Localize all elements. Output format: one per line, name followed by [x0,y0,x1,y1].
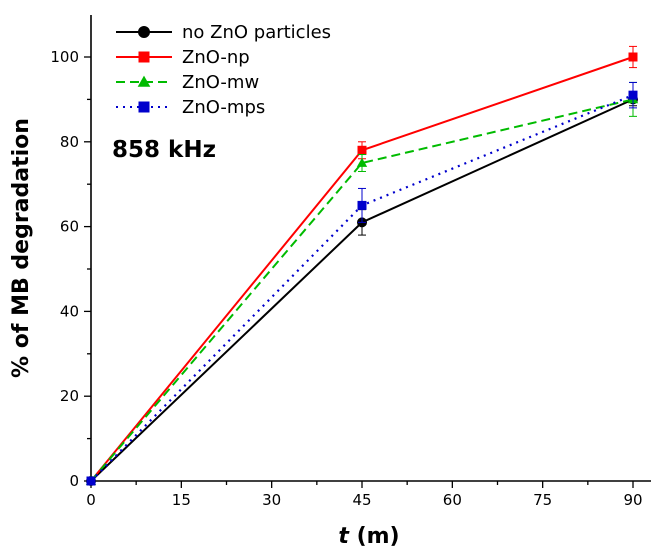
legend-label: ZnO-np [182,47,250,68]
legend-swatch-marker [138,101,150,113]
legend-swatch-marker [137,75,151,87]
legend-swatch-marker [138,26,150,38]
x-tick-label: 45 [352,491,371,509]
series-1 [86,45,638,486]
series-3 [86,81,638,486]
legend: no ZnO particles ZnO-np ZnO-mw ZnO-mps [116,22,331,118]
y-tick-label: 80 [60,133,79,151]
y-tick-label: 40 [60,302,79,320]
legend-swatch-marker [138,51,150,63]
legend-entry: ZnO-mw [116,72,259,93]
x-axis-unit: (m) [357,524,400,546]
y-tick-label: 100 [50,48,79,66]
series-line [90,98,634,482]
x-tick-label: 0 [86,491,96,509]
data-point [86,476,96,486]
legend-entry: no ZnO particles [116,22,331,43]
legend-label: ZnO-mw [182,72,259,93]
frequency-annotation: 858 kHz [112,137,216,163]
series-line [90,56,634,482]
x-tick-label: 30 [262,491,281,509]
data-point [357,200,367,210]
data-point [628,90,638,100]
data-point [357,145,367,155]
y-tick-label: 20 [60,387,79,405]
legend-label: no ZnO particles [182,22,331,43]
y-axis-title-group: % of MB degradation [9,118,34,378]
y-tick-label: 60 [60,218,79,236]
legend-entry: ZnO-mps [116,97,265,118]
series-layer [85,45,639,486]
x-tick-label: 75 [533,491,552,509]
x-tick-label: 15 [172,491,191,509]
x-axis-title: t (m) [338,524,399,546]
legend-entry: ZnO-np [116,47,250,68]
y-ticks: 0 20 40 60 80 100 [50,48,91,490]
x-axis-variable: t [338,524,350,546]
data-point [356,157,368,167]
x-ticks: 0 15 30 45 60 75 90 [86,481,643,509]
x-tick-label: 90 [623,491,642,509]
data-point [628,52,638,62]
y-tick-label: 0 [69,472,79,490]
grid-axes [90,15,651,482]
legend-label: ZnO-mps [182,97,265,118]
x-tick-label: 60 [443,491,462,509]
y-axis-title: % of MB degradation [9,118,34,378]
